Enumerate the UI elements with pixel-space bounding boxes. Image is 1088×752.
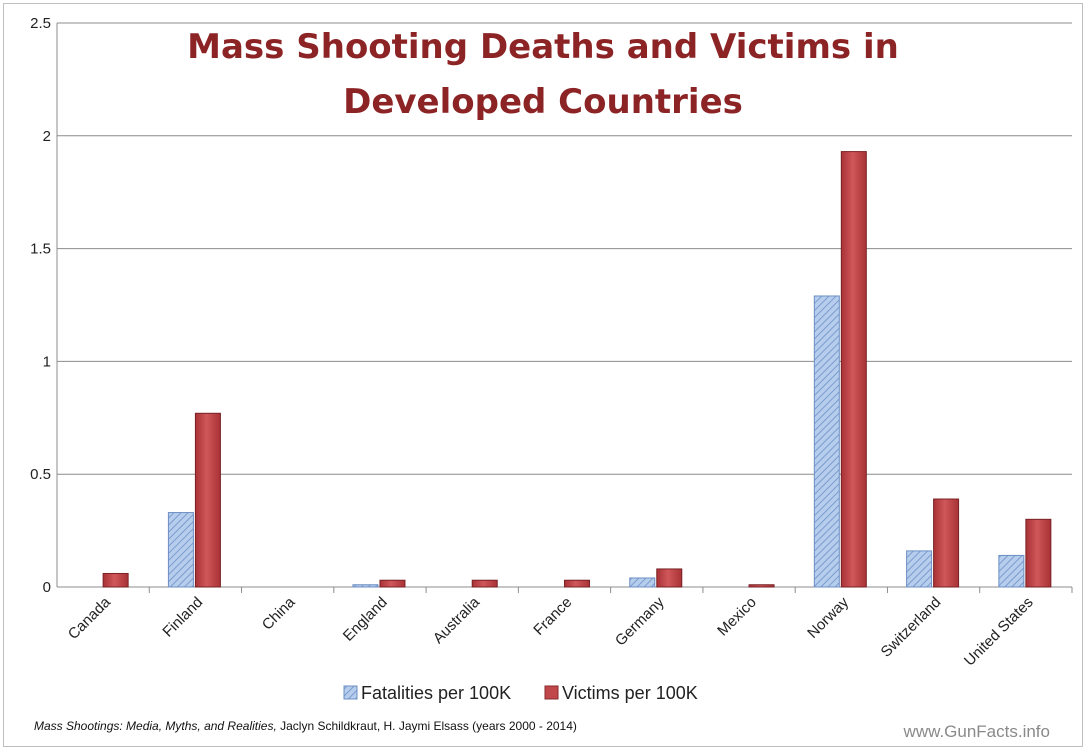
bar-fatalities-norway	[813, 295, 840, 588]
legend-swatch-victims	[544, 685, 559, 700]
bar-victims-mexico	[748, 584, 775, 588]
bar-victims-finland	[194, 412, 221, 588]
x-tick-label: China	[259, 593, 299, 633]
legend-swatch-fatalities	[343, 685, 358, 700]
chart-title: Mass Shooting Deaths and Victims in Deve…	[187, 27, 899, 122]
legend-label-fatalities: Fatalities per 100K	[361, 683, 511, 703]
x-tick-label: Switzerland	[878, 594, 945, 661]
bar-victims-france	[564, 579, 590, 588]
legend: Fatalities per 100K Victims per 100K	[343, 683, 698, 703]
bar-victims-england	[379, 579, 406, 588]
bar-fatalities-germany	[629, 577, 656, 588]
y-tick-label: 0.5	[30, 466, 51, 483]
bar-fatalities-england	[352, 584, 379, 588]
y-tick-label: 1.5	[30, 241, 51, 258]
gridlines	[56, 22, 1073, 593]
chart-title-line-2: Developed Countries	[343, 82, 743, 122]
bar-victims-united-states	[1025, 518, 1052, 588]
source-authors: Jaclyn Schildkraut, H. Jaymi Elsass (yea…	[276, 719, 577, 733]
bar-fatalities-switzerland	[906, 550, 933, 588]
bar-fatalities-united-states	[998, 554, 1025, 588]
x-tick-label: Germany	[612, 593, 668, 649]
bar-victims-switzerland	[933, 498, 960, 588]
bar-fatalities-finland	[167, 512, 194, 588]
y-tick-label: 2.5	[30, 15, 51, 32]
x-tick-label: Australia	[430, 593, 484, 647]
chart-frame	[3, 3, 1083, 747]
bar-victims-norway	[840, 151, 867, 588]
bar-victims-germany	[656, 568, 683, 588]
x-axis-ticks: Canada Finland China England Australia France…	[65, 593, 1037, 669]
x-tick-label: United States	[961, 594, 1037, 670]
y-axis-ticks: 0 0.5 1 1.5 2 2.5	[30, 15, 51, 596]
source-citation: Mass Shootings: Media, Myths, and Realit…	[34, 719, 577, 733]
bar-victims-canada	[102, 572, 129, 588]
x-tick-label: France	[530, 594, 575, 639]
y-tick-label: 2	[43, 128, 51, 145]
x-tick-label: England	[340, 594, 391, 645]
y-tick-label: 1	[43, 353, 51, 370]
x-tick-label: Finland	[159, 594, 206, 641]
y-tick-label: 0	[43, 579, 51, 596]
watermark: www.GunFacts.info	[903, 722, 1050, 741]
chart-title-line-1: Mass Shooting Deaths and Victims in	[187, 27, 899, 67]
source-title: Mass Shootings: Media, Myths, and Realit…	[34, 719, 277, 733]
x-tick-label: Mexico	[714, 594, 760, 640]
x-tick-label: Norway	[804, 593, 852, 641]
bar-victims-australia	[471, 579, 498, 588]
legend-label-victims: Victims per 100K	[562, 683, 698, 703]
x-tick-label: Canada	[65, 593, 115, 643]
bars	[102, 151, 1052, 588]
